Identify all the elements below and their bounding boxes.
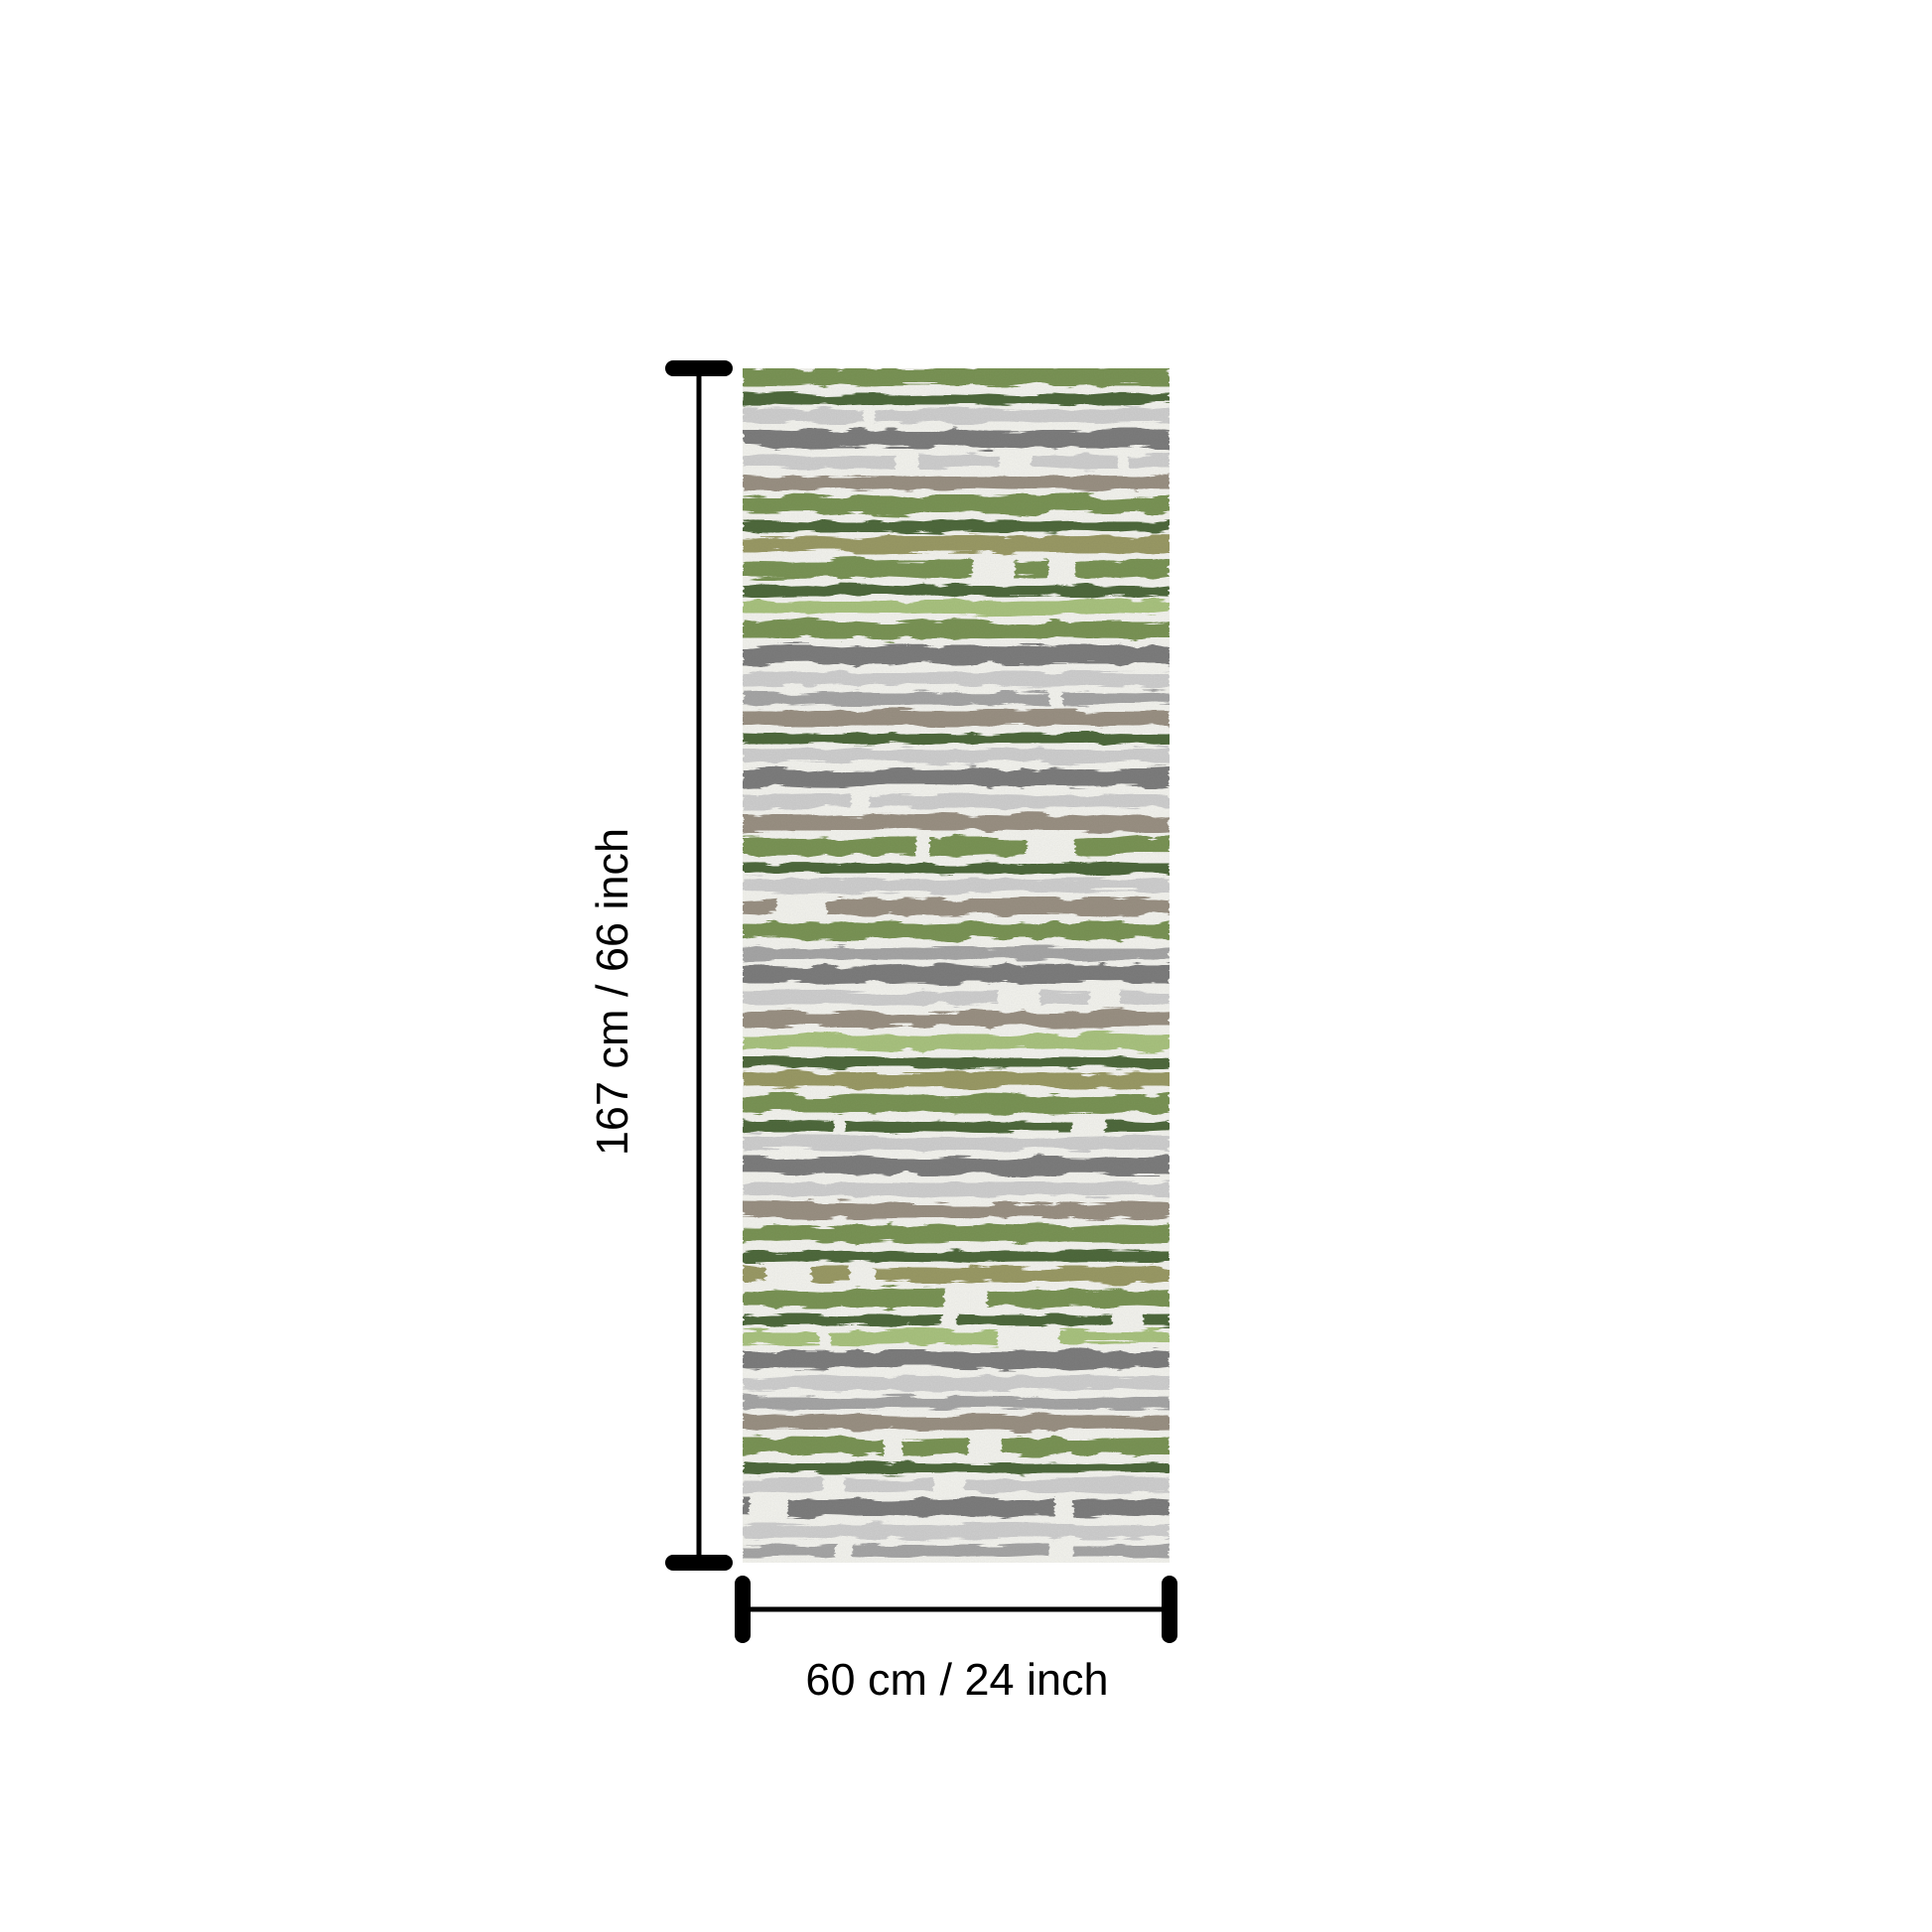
svg-text:60 cm / 24 inch: 60 cm / 24 inch (805, 1654, 1108, 1705)
svg-text:167 cm / 66 inch: 167 cm / 66 inch (587, 828, 637, 1156)
